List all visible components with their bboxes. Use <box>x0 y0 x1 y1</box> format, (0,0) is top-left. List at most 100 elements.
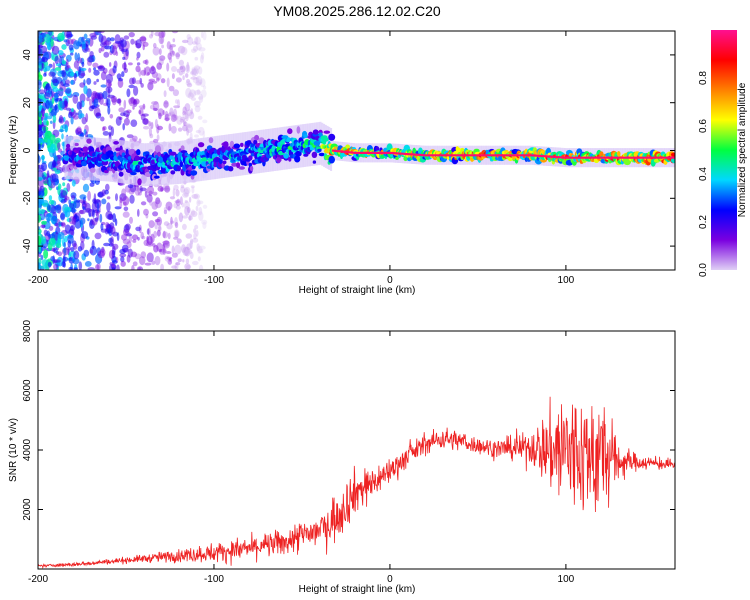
snr-y-tick-label: 2000 <box>22 498 33 521</box>
spectrogram-noise-blob <box>92 62 99 68</box>
spectrogram-noise-blob <box>108 249 115 259</box>
spectrogram-band-blob <box>295 150 302 157</box>
spectrogram-noise-blob <box>151 80 158 84</box>
spectrogram-band-blob <box>287 128 293 135</box>
spectrogram-band-blob <box>313 140 321 146</box>
spectrogram-noise-blob <box>97 250 105 259</box>
spectrogram-noise-blob <box>130 119 138 127</box>
spectrogram-noise-blob <box>120 112 126 117</box>
spectrogram-noise-blob <box>202 204 208 209</box>
spectrogram-noise-blob <box>163 187 170 192</box>
spectrogram-noise-blob <box>191 68 197 77</box>
spectrogram-noise-blob <box>135 39 142 49</box>
spectrogram-noise-blob <box>54 169 61 174</box>
spectrogram-noise-blob <box>38 235 42 246</box>
spectrogram-noise-blob <box>101 189 106 197</box>
spectrogram-band-blob <box>223 141 229 148</box>
spectrogram-noise-blob <box>171 252 178 258</box>
spectrogram-noise-blob <box>182 106 187 114</box>
spectrogram-noise-blob <box>173 229 180 238</box>
spectrogram-noise-blob <box>159 55 166 61</box>
spectrogram-band-blob <box>197 142 205 148</box>
spectrogram-noise-blob <box>62 255 66 264</box>
spectrogram-noise-blob <box>131 135 138 142</box>
spectrogram-noise-blob <box>179 66 184 70</box>
spectrogram-noise-blob <box>50 256 55 262</box>
spectrogram-noise-blob <box>178 59 184 66</box>
spectrogram-noise-blob <box>163 207 168 212</box>
spectrogram-noise-blob <box>156 229 161 237</box>
spectrogram-noise-blob <box>152 101 160 112</box>
spectrogram-noise-blob <box>142 118 149 125</box>
spectrogram-band-blob <box>375 146 380 152</box>
spectrogram-noise-blob <box>181 202 185 208</box>
spectrogram-band-blob <box>208 137 214 144</box>
spectrogram-noise-blob <box>147 81 154 91</box>
spectrogram-noise-blob <box>140 201 147 206</box>
spectrogram-noise-blob <box>95 264 100 270</box>
spectrogram-noise-blob <box>127 62 133 66</box>
spectrogram-noise-blob <box>182 124 188 132</box>
spectrogram-noise-blob <box>106 202 111 212</box>
spectrogram-noise-blob <box>48 31 53 36</box>
spectrogram-noise-blob <box>140 231 144 240</box>
spectrogram-noise-blob <box>72 115 79 120</box>
spectrogram-noise-blob <box>188 215 193 221</box>
spectrogram-noise-blob <box>77 52 80 62</box>
spectrogram-band-blob <box>180 150 188 154</box>
spectrogram-noise-blob <box>57 232 65 240</box>
spectrogram-noise-blob <box>157 108 165 117</box>
spectrogram-noise-blob <box>175 262 181 266</box>
spectrogram-noise-blob <box>80 241 85 251</box>
spectrogram-noise-blob <box>175 205 181 210</box>
spectrogram-noise-blob <box>183 201 190 210</box>
spectrogram-noise-blob <box>186 207 191 213</box>
spectrogram-noise-blob <box>126 134 134 139</box>
spectrogram-noise-blob <box>38 138 43 144</box>
spectrogram-noise-blob <box>198 211 204 222</box>
spectrogram-noise-blob <box>61 247 69 256</box>
spectrogram-noise-blob <box>182 64 186 75</box>
spectrogram-noise-blob <box>101 246 105 253</box>
snr-x-tick-label: 0 <box>387 574 393 585</box>
spectrogram-noise-blob <box>158 58 164 66</box>
spectrogram-noise-blob <box>41 236 47 245</box>
spectrogram-noise-blob <box>59 81 64 91</box>
spectrogram-band-blob <box>323 130 331 134</box>
spectrogram-noise-blob <box>201 219 208 225</box>
spectrogram-noise-blob <box>144 262 152 266</box>
spectrogram-noise-blob <box>193 67 199 77</box>
spectrogram-y-tick-label: 20 <box>22 97 33 109</box>
spectrogram-noise-blob <box>167 206 171 212</box>
spectrogram-noise-blob <box>148 220 155 229</box>
spectrogram-noise-blob <box>138 110 142 115</box>
spectrogram-noise-blob <box>85 113 89 123</box>
colorbar-tick-label: 0.0 <box>698 263 709 277</box>
spectrogram-noise-blob <box>72 258 80 265</box>
spectrogram-band-blob <box>157 151 161 157</box>
spectrogram-noise-blob <box>144 190 148 198</box>
spectrogram-noise-blob <box>166 223 173 230</box>
spectrogram-noise-blob <box>122 123 125 131</box>
spectrogram-noise-blob <box>191 67 196 72</box>
snr-panel: -200 -100 0 100 2000 4000 6000 8000 Height of s… <box>8 319 676 595</box>
snr-x-tick-label: -100 <box>204 574 224 585</box>
spectrogram-noise-blob <box>54 55 60 65</box>
spectrogram-noise-blob <box>87 218 90 222</box>
spectrogram-noise-blob <box>152 243 156 248</box>
spectrogram-noise-blob <box>38 97 42 107</box>
spectrogram-band-blob <box>236 162 241 169</box>
spectrogram-noise-blob <box>175 189 180 197</box>
spectrogram-noise-blob <box>146 241 154 247</box>
spectrogram-band-blob <box>134 155 140 161</box>
spectrogram-noise-blob <box>171 31 179 34</box>
spectrogram-noise-blob <box>190 76 198 80</box>
spectrogram-noise-blob <box>61 60 67 65</box>
spectrogram-noise-blob <box>162 110 165 115</box>
spectrogram-x-tick-label: 100 <box>558 275 575 286</box>
spectrogram-noise-blob <box>69 52 74 56</box>
spectrogram-noise-blob <box>73 40 80 50</box>
spectrogram-noise-blob <box>171 66 177 72</box>
spectrogram-band-blob <box>276 155 281 164</box>
